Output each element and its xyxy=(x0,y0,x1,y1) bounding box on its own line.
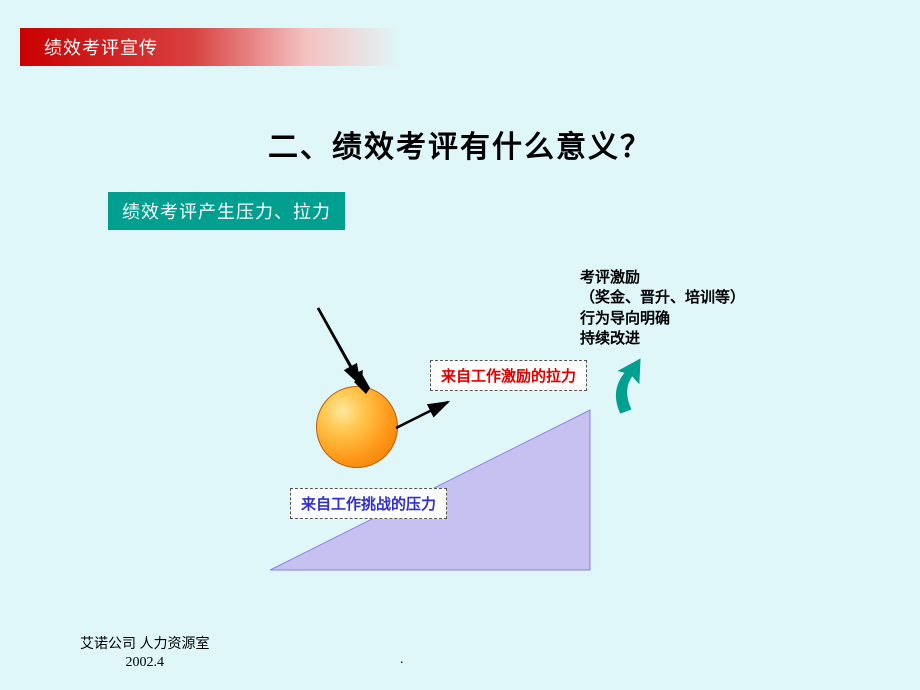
header-banner-text: 绩效考评宣传 xyxy=(44,34,158,60)
subtitle-box: 绩效考评产生压力、拉力 xyxy=(108,192,345,230)
info-line-1: 考评激励 xyxy=(580,268,745,288)
slide-title: 二、绩效考评有什么意义？ xyxy=(0,122,920,166)
diagram-area: 考评激励 （奖金、晋升、培训等） 行为导向明确 持续改进 来自工作激励的拉力 xyxy=(230,260,800,610)
footer-dot: . xyxy=(400,652,404,668)
pressure-down-arrow-icon xyxy=(300,304,380,404)
info-line-2: （奖金、晋升、培训等） xyxy=(580,288,745,308)
footer-line-1: 艾诺公司 人力资源室 xyxy=(80,636,210,654)
swoosh-arrow-icon xyxy=(600,352,670,422)
push-label-box: 来自工作挑战的压力 xyxy=(290,488,447,519)
info-line-3: 行为导向明确 xyxy=(580,309,745,329)
footer-block: 艾诺公司 人力资源室 2002.4 xyxy=(80,636,210,672)
pull-up-arrow-icon xyxy=(392,392,462,442)
info-line-4: 持续改进 xyxy=(580,329,745,349)
info-text-block: 考评激励 （奖金、晋升、培训等） 行为导向明确 持续改进 xyxy=(580,268,745,349)
footer-line-2: 2002.4 xyxy=(80,654,210,672)
header-banner: 绩效考评宣传 xyxy=(20,28,400,66)
